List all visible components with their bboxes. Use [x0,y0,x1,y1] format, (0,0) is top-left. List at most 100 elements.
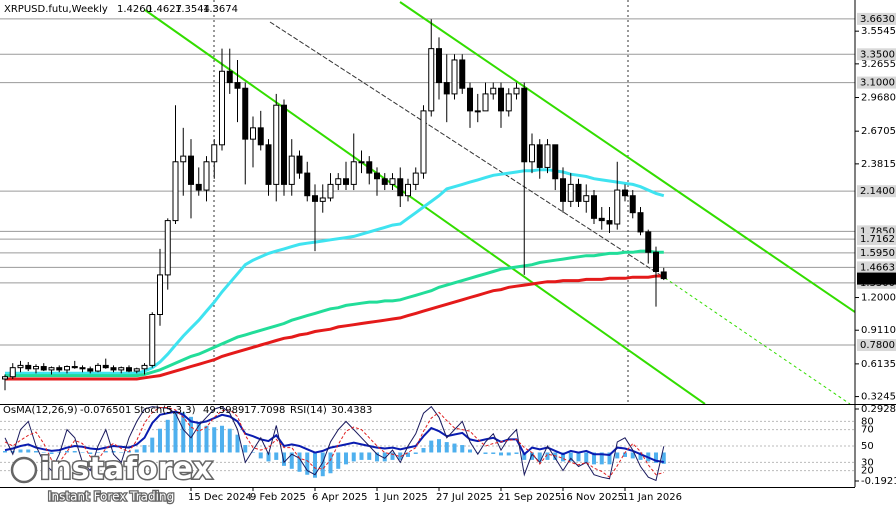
osma-bar [452,443,457,453]
osma-name: OsMA(12,26,9) [3,405,78,416]
moving-average [5,249,664,378]
candle-body [629,195,636,214]
candle-body [304,172,311,197]
candle-body [350,161,357,185]
symbol: XRPUSD.futu,Weekly [4,4,108,15]
candle-body [219,70,225,146]
osma-bar [243,445,248,453]
osma-bar [196,422,201,453]
osma-bar [522,452,527,460]
candle-body [281,104,287,185]
osma-bar [537,452,542,462]
candle-body [498,87,504,112]
candle-body [319,197,326,202]
osma-bar [212,427,217,453]
candle-body [48,367,55,371]
osma-bar [18,449,23,453]
osma-bar [65,450,69,453]
candle-body [273,104,280,185]
osma-bar [34,450,38,453]
candle-body [552,144,559,180]
trend-line-extension [664,277,851,404]
y-tick-label: 0.3245 [861,392,896,403]
osma-bar [289,452,294,469]
osma-bar [506,452,511,456]
candle-body [110,367,117,371]
level-label: 2.1400 [860,186,895,197]
y-tick-label: 2.9680 [861,93,896,104]
candle-body [583,195,590,202]
osma-bar [134,449,139,453]
candle-body [591,195,597,219]
osma-bar [313,452,317,478]
osma-bar [328,452,333,474]
osma-bar [398,452,403,460]
level-label: 3.3500 [860,49,895,60]
rsi-value: 30.4383 [331,405,372,416]
osma-bar [165,419,170,453]
osma-bar [460,445,465,453]
osma-bar [382,452,387,462]
y-tick-label: 1.2000 [861,293,896,304]
osma-bar [80,452,85,453]
watermark-brand: instaforex [40,452,212,487]
candle-body [653,251,659,273]
candle-body [327,183,334,199]
candle-body [381,178,388,185]
candle-body [288,155,295,185]
level-label: 1.7850 [860,226,895,237]
osma-bar [320,452,325,477]
watermark-logo [10,456,38,484]
candle-body [490,87,497,95]
candle-body [645,231,652,253]
trend-line [269,21,666,279]
osma-bar [282,452,286,466]
level-label-box [857,12,896,25]
candle-body [203,161,210,191]
candle-body [358,161,365,164]
current-price-label: 1.3674 [860,274,895,285]
osma-bar [305,452,310,475]
candle-body [606,220,613,225]
candle-body [405,183,411,197]
x-tick-label: 6 Apr 2025 [312,492,367,503]
candle-body [374,172,380,180]
rsi-name: RSI(14) [290,405,327,416]
osma-bar [607,452,612,465]
osma-bar [258,452,263,459]
rsi-line [4,410,664,463]
level-label: 3.6630 [860,14,895,25]
candle-body [33,366,39,370]
x-tick-label: 1 Jun 2025 [374,492,428,503]
candle-body [211,144,218,163]
candle-body [9,367,16,378]
levels-layer [0,18,855,346]
stoch-main-value: 49.5989 [203,405,244,416]
x-tick-label: 15 Dec 2024 [188,492,252,503]
candle-body [250,127,256,140]
price-plot [2,19,667,391]
osma-bar [266,452,271,462]
candle-body [25,364,32,370]
level-label-box [857,48,896,61]
level-label: 1.5950 [860,248,895,259]
candle-body [265,144,272,185]
osma-bar [41,452,46,453]
candle-body [598,217,605,222]
candle-body [544,144,551,168]
level-label: 1.7162 [860,234,895,245]
moving-average [5,274,664,381]
osma-tick-label: 0.292886 [861,404,896,415]
candle-body [164,220,171,276]
candle-body [521,87,528,163]
candle-body [443,82,450,95]
watermark: instaforex Instant Forex Trading [10,450,214,505]
candle-body [141,364,148,370]
channel-line [399,1,855,314]
candle-body [436,48,442,84]
candle-body [366,161,373,174]
level-label-box [857,185,896,198]
osma-bar [576,452,581,462]
candle-body [40,366,47,371]
